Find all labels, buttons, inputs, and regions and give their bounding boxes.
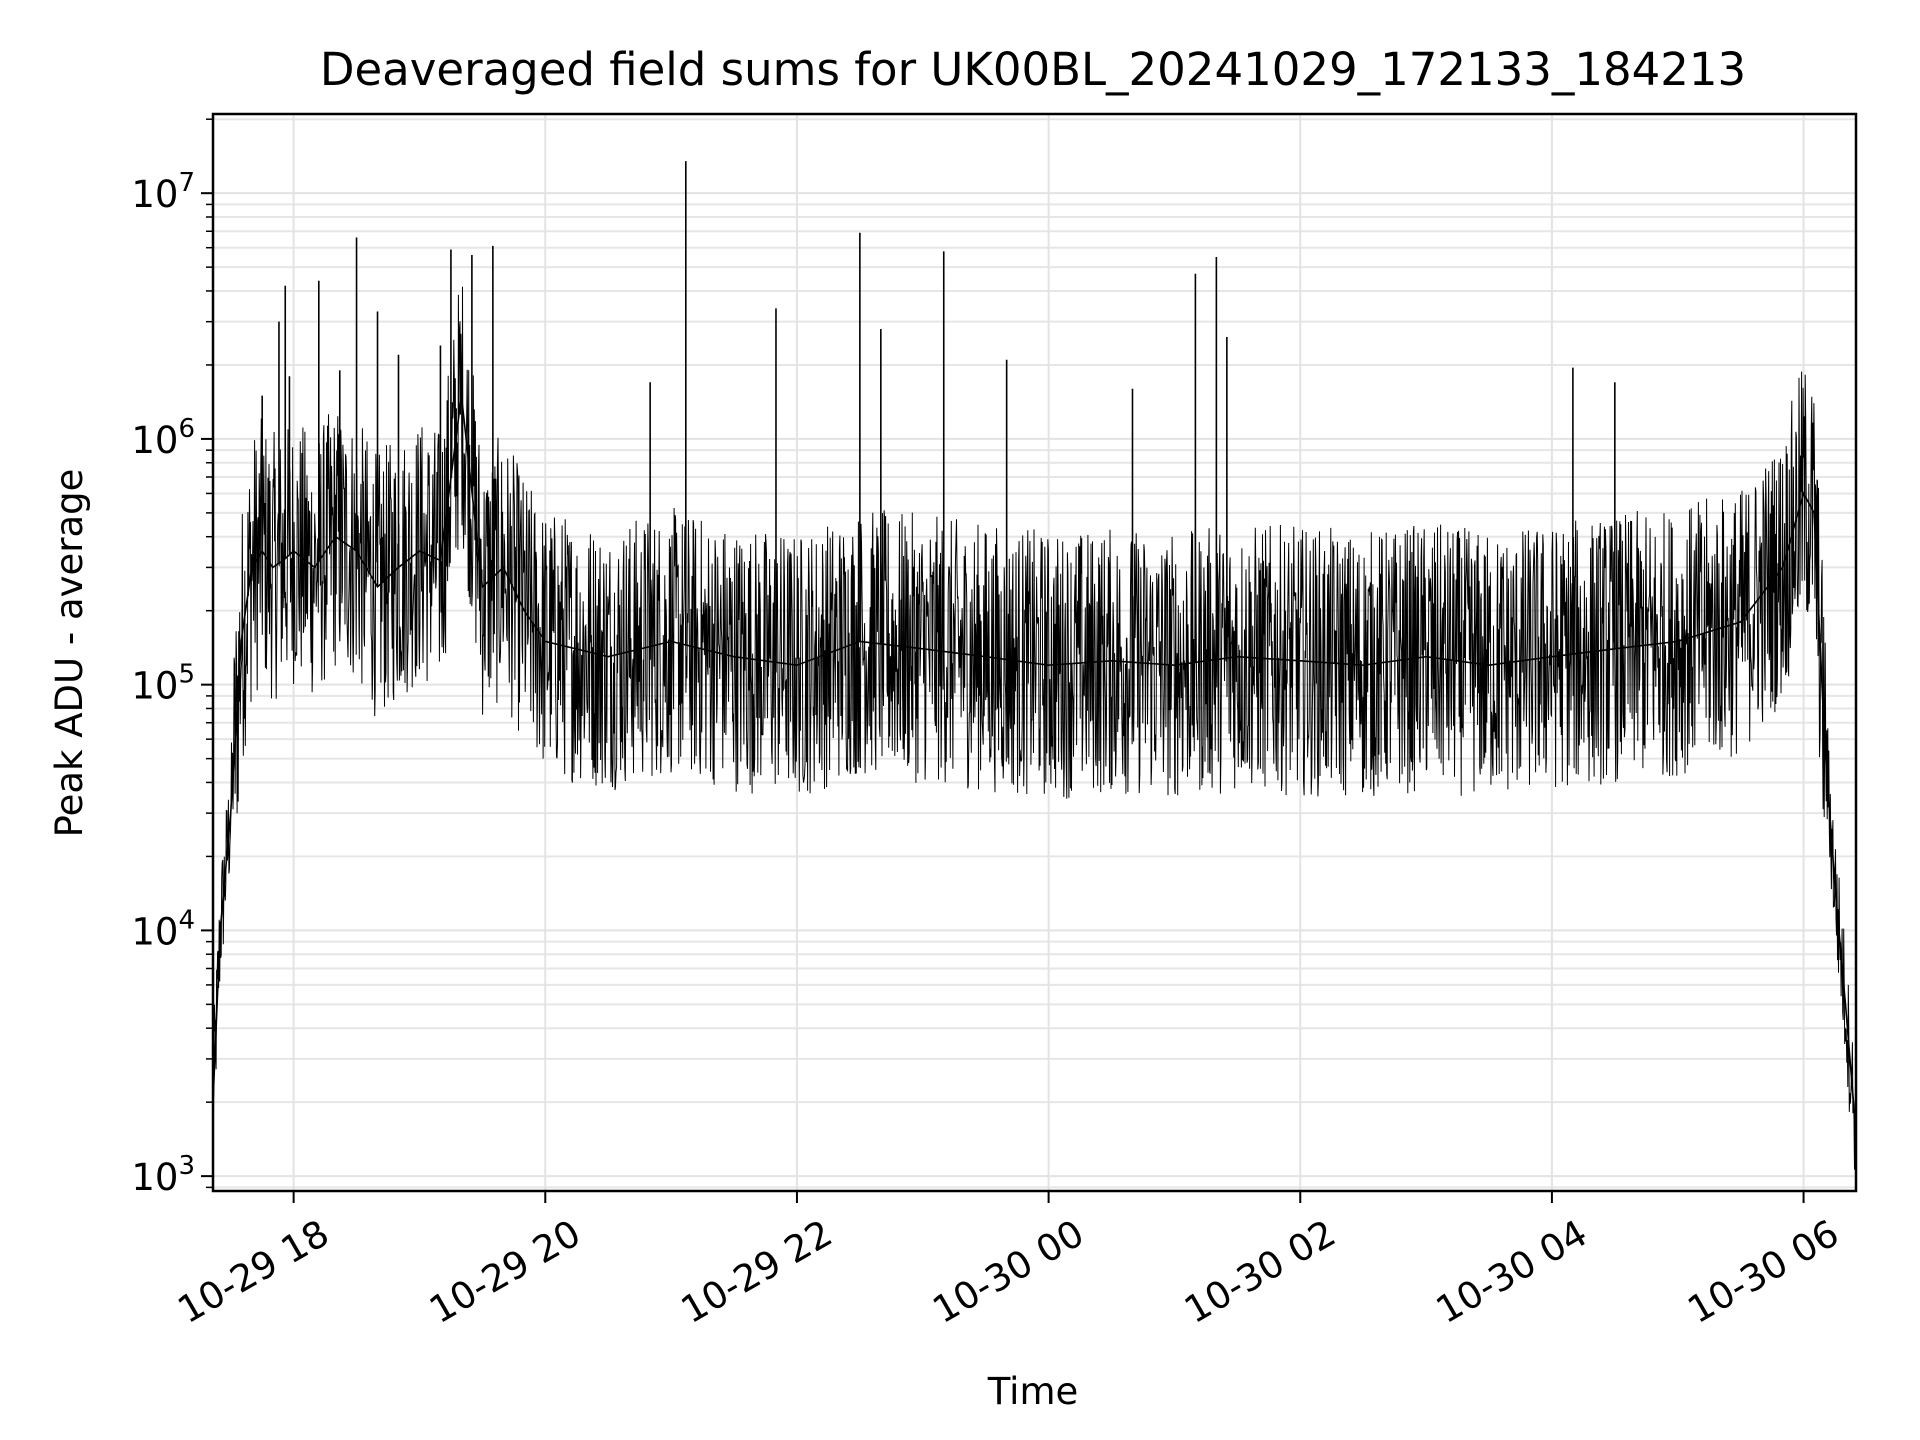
y-tick-label: 104 xyxy=(131,905,195,953)
y-tick-label: 106 xyxy=(131,414,195,462)
y-tick-label: 107 xyxy=(131,168,195,216)
data-layer xyxy=(212,161,1857,1170)
y-axis-label: Peak ADU - average xyxy=(48,469,91,838)
x-axis-label: Time xyxy=(987,1370,1079,1413)
series-noise xyxy=(212,286,1857,1170)
y-tick-label: 105 xyxy=(131,660,195,708)
plot-frame xyxy=(211,112,1858,1193)
y-tick-label: 103 xyxy=(131,1151,195,1199)
chart-title: Deaveraged field sums for UK00BL_2024102… xyxy=(320,43,1746,96)
grid-layer xyxy=(213,114,1856,1191)
